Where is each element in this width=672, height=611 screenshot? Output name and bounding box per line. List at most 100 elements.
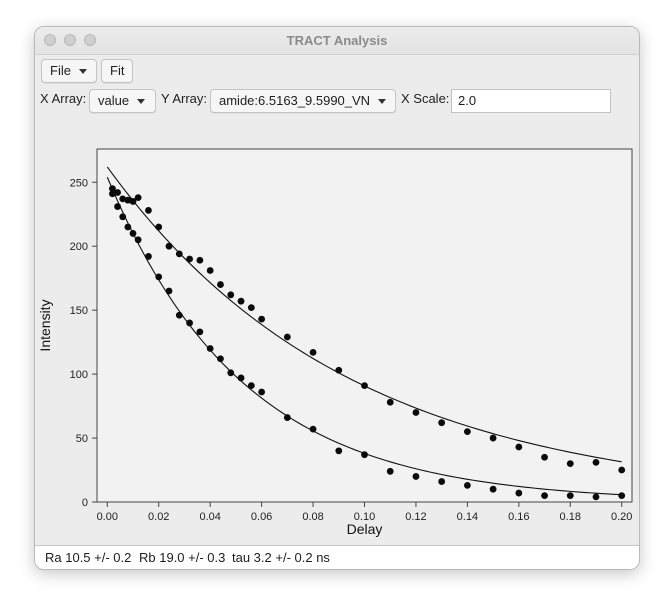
data-point-series-1 [412, 409, 420, 416]
data-point-series-1 [361, 382, 368, 390]
x-tick-label: 0.00 [97, 511, 118, 523]
close-window-button[interactable] [44, 34, 56, 46]
data-point-series-1 [217, 281, 224, 288]
data-point-series-2 [196, 328, 204, 336]
data-point-series-1 [258, 315, 266, 323]
data-point-series-1 [119, 195, 127, 203]
x-tick-label: 0.08 [302, 511, 323, 523]
data-point-series-2 [119, 213, 127, 221]
data-point-series-2 [134, 236, 142, 244]
data-point-series-2 [124, 223, 132, 231]
data-point-series-1 [237, 297, 245, 305]
data-point-series-2 [114, 203, 121, 210]
data-point-series-1 [541, 453, 548, 461]
data-point-series-1 [129, 198, 137, 205]
x-tick-label: 0.20 [611, 511, 632, 523]
x-array-select[interactable]: value [89, 89, 156, 113]
status-bar: Ra 10.5 +/- 0.2 Rb 19.0 +/- 0.3 tau 3.2 … [35, 545, 639, 569]
data-point-series-1 [386, 398, 394, 406]
data-point-series-2 [335, 447, 343, 455]
y-tick-label: 250 [70, 177, 88, 189]
data-point-series-1 [438, 419, 446, 427]
data-point-series-2 [237, 374, 245, 382]
data-point-series-1 [155, 223, 163, 231]
x-tick-label: 0.14 [457, 511, 478, 523]
data-point-series-1 [489, 434, 497, 442]
data-point-series-2 [247, 382, 255, 390]
data-point-series-1 [247, 304, 255, 311]
data-point-series-2 [438, 478, 446, 485]
data-point-series-2 [206, 345, 214, 352]
app-window: TRACT Analysis File Fit X Array: value Y… [34, 26, 640, 570]
x-array-label: X Array: [40, 91, 87, 106]
window-title: TRACT Analysis [286, 33, 388, 48]
y-tick-label: 50 [76, 433, 88, 445]
y-tick-label: 200 [70, 241, 88, 253]
x-tick-label: 0.18 [560, 511, 581, 523]
data-point-series-2 [412, 473, 420, 480]
data-point-series-2 [145, 253, 152, 260]
chevron-down-icon [78, 69, 87, 75]
data-point-series-2 [309, 425, 317, 433]
data-point-series-2 [515, 489, 523, 497]
y-array-value: amide:6.5163_9.5990_VN [219, 93, 371, 108]
data-point-series-2 [361, 451, 368, 459]
fit-button[interactable]: Fit [101, 59, 133, 83]
toolbar: File Fit [35, 55, 639, 89]
data-point-series-2 [592, 493, 600, 501]
data-point-series-1 [592, 458, 600, 466]
data-point-series-1 [134, 194, 142, 202]
plot-frame [96, 148, 633, 503]
y-tick-label: 100 [70, 369, 88, 381]
data-point-series-2 [541, 492, 548, 500]
minimize-window-button[interactable] [64, 34, 76, 46]
x-axis-label: Delay [347, 521, 383, 537]
ra-status: Ra 10.5 +/- 0.2 [45, 550, 132, 565]
data-point-series-2 [217, 355, 224, 363]
x-tick-label: 0.16 [508, 511, 529, 523]
data-point-series-1 [175, 250, 183, 258]
plot-area: 0.00 0.02 0.04 0.06 0.08 0.10 0.12 0.14 0.16 0.18… [35, 117, 639, 545]
data-point-series-1 [463, 428, 471, 436]
x-array-value: value [98, 93, 130, 108]
data-point-series-1 [206, 267, 214, 274]
y-array-select[interactable]: amide:6.5163_9.5990_VN [210, 89, 396, 113]
data-point-series-2 [463, 481, 471, 489]
data-point-series-2 [618, 492, 626, 500]
x-scale-input[interactable]: 2.0 [451, 89, 611, 113]
data-point-series-2 [186, 319, 193, 327]
data-point-series-1 [566, 460, 574, 468]
y-tick-label: 0 [82, 497, 88, 509]
chevron-down-icon [378, 99, 387, 105]
data-point-series-1 [124, 196, 132, 204]
tau-status: tau 3.2 +/- 0.2 ns [232, 550, 330, 565]
zoom-window-button[interactable] [84, 34, 96, 46]
x-tick-label: 0.10 [354, 511, 375, 523]
x-tick-label: 0.12 [405, 511, 426, 523]
data-point-series-1 [196, 256, 204, 264]
file-menu-button[interactable]: File [41, 59, 97, 83]
data-point-series-2 [258, 388, 266, 396]
data-point-series-1 [114, 189, 121, 196]
data-point-series-2 [109, 190, 116, 198]
x-tick-label: 0.04 [199, 511, 220, 523]
data-point-series-1 [335, 366, 343, 374]
x-tick-label: 0.02 [148, 511, 169, 523]
data-point-series-2 [129, 230, 137, 237]
data-point-series-1 [145, 206, 152, 214]
data-point-series-1 [227, 291, 235, 299]
y-array-label: Y Array: [161, 91, 208, 106]
data-point-series-1 [165, 242, 173, 250]
y-tick-label: 150 [70, 305, 88, 317]
data-point-series-1 [109, 185, 116, 193]
data-point-series-2 [566, 492, 574, 500]
data-point-series-2 [155, 273, 163, 281]
data-point-series-1 [283, 333, 291, 341]
chevron-down-icon [137, 99, 146, 105]
data-point-series-2 [489, 485, 497, 493]
x-scale-value: 2.0 [458, 93, 477, 108]
decay-chart[interactable]: 0.00 0.02 0.04 0.06 0.08 0.10 0.12 0.14 0.16 0.18… [35, 117, 639, 545]
data-point-series-2 [227, 369, 235, 377]
rb-status: Rb 19.0 +/- 0.3 [139, 550, 226, 565]
file-menu-label: File [50, 63, 71, 78]
